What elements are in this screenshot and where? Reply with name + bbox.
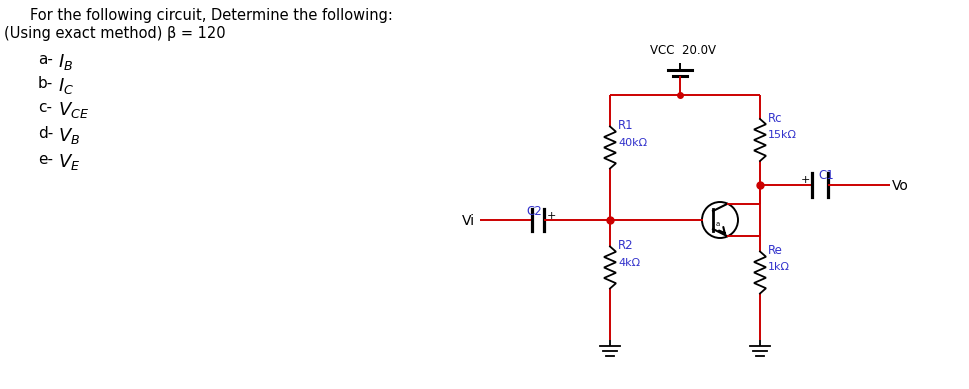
Text: C1: C1: [817, 169, 833, 182]
Text: a: a: [715, 221, 719, 227]
Text: +: +: [799, 175, 809, 185]
Text: a-: a-: [38, 52, 53, 67]
Text: C2: C2: [525, 205, 542, 218]
Text: $I_B$: $I_B$: [58, 52, 73, 72]
Text: 15kΩ: 15kΩ: [767, 130, 797, 140]
Text: 4kΩ: 4kΩ: [617, 258, 640, 268]
Text: Vi: Vi: [461, 214, 475, 228]
Text: e-: e-: [38, 152, 53, 167]
Text: d-: d-: [38, 126, 53, 141]
Text: $V_B$: $V_B$: [58, 126, 80, 146]
Text: +: +: [546, 211, 555, 221]
Text: R2: R2: [617, 239, 633, 252]
Text: R1: R1: [617, 119, 633, 132]
Text: c-: c-: [38, 100, 52, 115]
Text: (Using exact method) β = 120: (Using exact method) β = 120: [4, 26, 226, 41]
Text: Rc: Rc: [767, 112, 782, 124]
Text: $V_{CE}$: $V_{CE}$: [58, 100, 89, 120]
Text: 1kΩ: 1kΩ: [767, 263, 789, 273]
Text: b-: b-: [38, 76, 53, 91]
Text: VCC  20.0V: VCC 20.0V: [649, 44, 715, 57]
Text: Re: Re: [767, 244, 782, 257]
Text: Vo: Vo: [891, 179, 908, 193]
Text: 40kΩ: 40kΩ: [617, 137, 646, 147]
Text: $V_E$: $V_E$: [58, 152, 80, 172]
Text: For the following circuit, Determine the following:: For the following circuit, Determine the…: [30, 8, 392, 23]
Text: $I_C$: $I_C$: [58, 76, 74, 96]
